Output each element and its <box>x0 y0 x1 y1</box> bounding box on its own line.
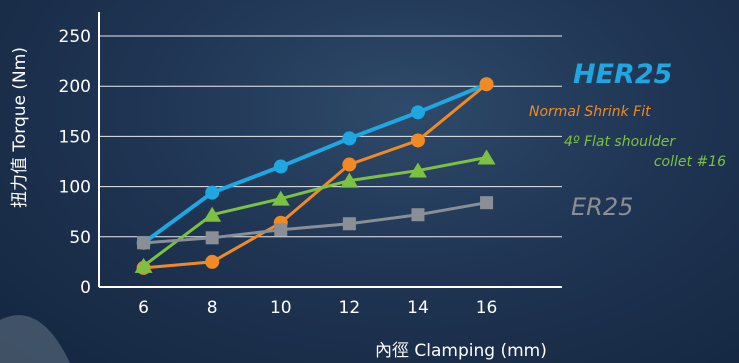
y-tick-label: 200 <box>59 77 91 97</box>
y-axis-label: 扭力值 Torque (Nm) <box>10 47 30 208</box>
data-point-er25 <box>274 223 288 237</box>
x-tick-label: 8 <box>207 298 218 318</box>
data-point-her25 <box>273 159 288 174</box>
data-point-4-flat-shoulder-collet-16 <box>477 149 496 165</box>
x-axis-label: 內徑 Clamping (mm) <box>375 341 547 361</box>
background-decoration <box>0 315 70 363</box>
series-label-er25: ER25 <box>571 193 633 221</box>
data-point-er25 <box>205 231 219 245</box>
data-point-normal-shrink-fit <box>479 77 494 92</box>
x-tick-label: 6 <box>138 298 149 318</box>
series-line-normal-shrink-fit <box>143 83 488 270</box>
x-tick-label: 14 <box>407 298 429 318</box>
y-tick-label: 100 <box>59 178 91 198</box>
y-tick-label: 0 <box>80 278 91 298</box>
series-her25 <box>136 77 494 250</box>
series-normal-shrink-fit <box>136 77 494 275</box>
data-point-4-flat-shoulder-collet-16 <box>340 172 359 188</box>
data-point-her25 <box>410 105 425 120</box>
y-tick-label: 50 <box>69 228 91 248</box>
y-tick-label: 250 <box>59 27 91 47</box>
data-point-er25 <box>342 217 356 231</box>
data-point-er25 <box>480 196 494 210</box>
x-tick-label: 12 <box>339 298 361 318</box>
series-er25 <box>137 196 494 250</box>
data-point-4-flat-shoulder-collet-16 <box>271 190 290 206</box>
data-point-her25 <box>205 185 220 200</box>
series-line-er25 <box>143 201 487 245</box>
data-point-normal-shrink-fit <box>342 157 357 172</box>
series-label-flat-shoulder-line2: collet #16 <box>654 154 726 170</box>
data-point-4-flat-shoulder-collet-16 <box>408 162 427 178</box>
data-point-er25 <box>137 236 151 250</box>
data-point-normal-shrink-fit <box>205 254 220 269</box>
data-point-4-flat-shoulder-collet-16 <box>134 257 153 273</box>
series-line-4-flat-shoulder-collet-16 <box>142 156 487 268</box>
y-tick-label: 150 <box>59 127 91 147</box>
series-4-flat-shoulder-collet-16 <box>134 149 496 273</box>
data-point-4-flat-shoulder-collet-16 <box>203 206 222 222</box>
series-label-normal-shrink-fit: Normal Shrink Fit <box>529 104 651 120</box>
series-line-her25 <box>142 82 488 245</box>
series-label-flat-shoulder-line1: 4º Flat shoulder <box>564 134 676 150</box>
data-point-normal-shrink-fit <box>410 133 425 148</box>
x-tick-label: 16 <box>476 298 498 318</box>
series-label-her25: HER25 <box>573 59 672 90</box>
x-tick-label: 10 <box>270 298 292 318</box>
data-point-er25 <box>411 208 425 222</box>
data-point-her25 <box>342 131 357 146</box>
